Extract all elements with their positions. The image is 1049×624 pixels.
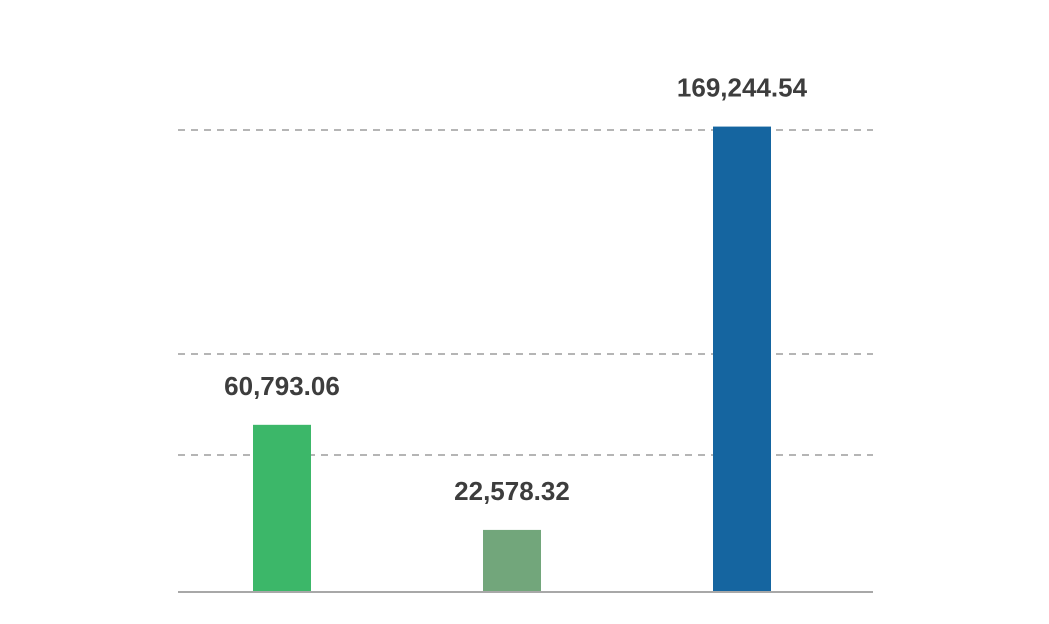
bars <box>253 126 771 592</box>
value-labels: 60,793.06 22,578.32 169,244.54 <box>224 73 807 506</box>
bar-2 <box>483 529 541 592</box>
bar-value-label-3: 169,244.54 <box>677 73 808 103</box>
bar-1 <box>253 424 311 592</box>
bar-value-label-1: 60,793.06 <box>224 371 340 401</box>
bar-3 <box>713 126 771 592</box>
bar-value-label-2: 22,578.32 <box>454 476 570 506</box>
